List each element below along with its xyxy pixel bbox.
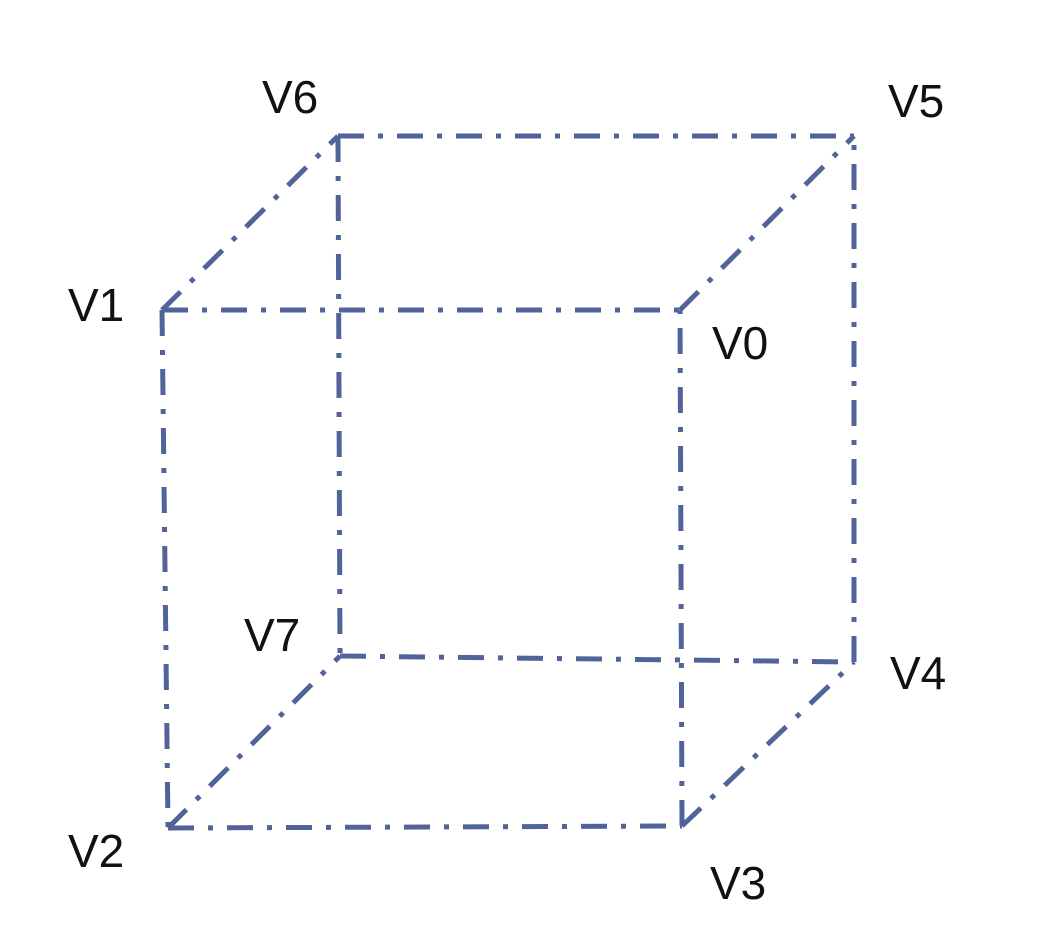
edge-v2-v7	[166, 654, 342, 830]
edge-v6-v7	[335, 135, 343, 657]
vertex-label-v1: V1	[68, 279, 125, 331]
cube-edges	[159, 133, 857, 831]
vertex-label-v7: V7	[244, 609, 301, 661]
vertex-label-v3: V3	[710, 857, 767, 909]
edge-v2-v3	[167, 823, 683, 831]
vertex-label-v6: V6	[262, 71, 319, 123]
edge-v7-v4	[339, 653, 855, 665]
edge-v3-v0	[677, 309, 685, 827]
vertex-label-v2: V2	[68, 825, 125, 877]
vertex-label-v4: V4	[890, 647, 947, 699]
edge-v1-v6	[160, 134, 340, 312]
edge-v3-v4	[680, 660, 856, 828]
vertex-label-v5: V5	[888, 75, 945, 127]
edge-v0-v5	[678, 134, 856, 312]
edge-v1-v2	[159, 309, 171, 829]
vertex-label-v0: V0	[712, 317, 769, 369]
